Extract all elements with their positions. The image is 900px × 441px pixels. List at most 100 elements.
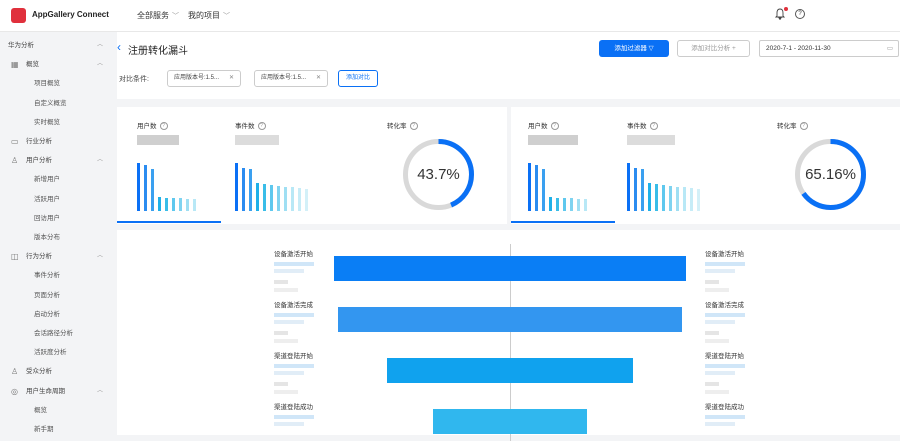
date-range-value: 2020-7-1 - 2020-11-30	[766, 45, 831, 52]
sidebar-item-label: 活跃度分析	[34, 349, 67, 357]
add-compare-button[interactable]: 添加对比	[338, 70, 378, 87]
sidebar-item[interactable]: 版本分布	[0, 228, 117, 247]
sidebar-item-label: 项目概览	[34, 80, 60, 88]
sparkbar	[634, 167, 637, 211]
conversion-ring	[795, 139, 866, 210]
users-metric-label[interactable]: 用户数?	[137, 120, 168, 131]
help-icon[interactable]: ?	[550, 122, 559, 131]
sparkbar	[683, 187, 686, 211]
sidebar-item[interactable]: ▦ 概览 ︿	[0, 55, 117, 74]
sidebar-item[interactable]: 会话路径分析	[0, 324, 117, 343]
sidebar-item[interactable]: ▭ 行业分析	[0, 132, 117, 151]
close-icon[interactable]: ✕	[228, 75, 234, 81]
date-range-picker[interactable]: 2020-7-1 - 2020-11-30 ▭	[759, 40, 899, 57]
funnel-label-left: 渠道登陆成功	[274, 404, 313, 411]
help-icon[interactable]: ?	[649, 122, 658, 131]
sidebar-item[interactable]: 页面分析	[0, 286, 117, 305]
add-compare-analysis-button[interactable]: 添加对比分析 +	[677, 40, 750, 57]
nav-my-projects[interactable]: 我的项目 ﹀	[188, 10, 230, 21]
chevron-up-icon: ︿	[96, 61, 103, 68]
masked-value	[274, 382, 288, 386]
nav-all-services[interactable]: 全部服务 ﹀	[137, 10, 179, 21]
help-icon[interactable]: ?	[795, 9, 805, 19]
funnel-bar[interactable]	[432, 409, 588, 434]
sidebar-item[interactable]: 自定义概览	[0, 94, 117, 113]
masked-value	[705, 313, 745, 317]
chevron-up-icon: ︿	[96, 253, 103, 260]
lifecycle-icon: ◎	[11, 386, 18, 396]
back-chevron-icon[interactable]: ‹	[117, 40, 121, 54]
masked-value	[705, 382, 719, 386]
sidebar-item[interactable]: 事件分析	[0, 266, 117, 285]
funnel-bar[interactable]	[334, 256, 686, 281]
chevron-up-icon: ︿	[96, 157, 103, 164]
funnel-label-left: 设备激活完成	[274, 302, 313, 309]
sidebar-item[interactable]: 实时概览	[0, 113, 117, 132]
huawei-logo[interactable]	[11, 8, 26, 23]
masked-value	[274, 415, 314, 419]
sidebar-item[interactable]: 回访用户	[0, 209, 117, 228]
sidebar-item[interactable]: ♙ 受众分析	[0, 362, 117, 381]
help-icon[interactable]: ?	[799, 122, 808, 131]
sparkbar	[249, 168, 252, 211]
sidebar-item[interactable]: 新手期	[0, 420, 117, 439]
bell-icon[interactable]	[774, 7, 788, 21]
events-metric-label[interactable]: 事件数?	[235, 120, 266, 131]
masked-users-value	[137, 135, 179, 145]
funnel-label-right: 设备激活开始	[705, 251, 744, 258]
sparkbar	[577, 198, 580, 211]
funnel-bar[interactable]	[337, 307, 683, 332]
close-icon[interactable]: ✕	[315, 75, 321, 81]
sidebar-item[interactable]: ♙ 用户分析 ︿	[0, 151, 117, 170]
sparkbar	[655, 184, 658, 211]
conversion-rate-value: 43.7%	[417, 166, 460, 183]
sidebar-item-label: 用户生命周期	[26, 387, 65, 395]
compare-chip-label: 应用版本号:1.5...	[174, 75, 220, 81]
metrics-panel-a: 用户数? 事件数? 转化率? 43.7%	[117, 107, 503, 224]
sidebar-item[interactable]: ◫ 行为分析 ︿	[0, 247, 117, 266]
sidebar-item-label: 概览	[34, 406, 47, 414]
add-filter-button[interactable]: 添加过滤器 ▽	[599, 40, 669, 57]
sparkbar	[690, 187, 693, 211]
compare-chip[interactable]: 应用版本号:1.5... ✕	[167, 70, 241, 87]
masked-value	[705, 280, 719, 284]
rate-metric-text: 转化率	[777, 123, 797, 130]
events-sparkbars	[235, 162, 325, 211]
sidebar-item[interactable]: ◎ 用户生命周期 ︿	[0, 382, 117, 401]
sparkbar	[627, 163, 630, 211]
funnel-label-right: 渠道登陆开始	[705, 353, 744, 360]
sparkbar	[235, 163, 238, 211]
help-icon[interactable]: ?	[257, 122, 266, 131]
masked-value	[274, 262, 314, 266]
sidebar-item-label: 行业分析	[26, 138, 52, 145]
sparkbar	[697, 188, 700, 211]
sidebar-item-label: 会话路径分析	[34, 330, 73, 337]
sidebar-item[interactable]: 项目概览	[0, 74, 117, 93]
sidebar-item-label: 行为分析	[26, 253, 52, 261]
sparkbar	[256, 183, 259, 211]
masked-value	[274, 364, 314, 368]
sparkbar	[270, 185, 273, 211]
sparkbar	[298, 187, 301, 211]
sidebar-item[interactable]: 活跃用户	[0, 190, 117, 209]
users-metric-label[interactable]: 用户数?	[528, 120, 559, 131]
sparkbar	[556, 197, 559, 211]
events-metric-label[interactable]: 事件数?	[627, 120, 658, 131]
masked-value	[705, 331, 719, 335]
sidebar-item[interactable]: 新增用户	[0, 170, 117, 189]
sidebar-item-label: 新手期	[34, 426, 54, 433]
sidebar-item[interactable]: 启动分析	[0, 305, 117, 324]
help-icon[interactable]: ?	[409, 122, 418, 131]
funnel-bar[interactable]	[386, 358, 634, 383]
sidebar-item[interactable]: 活跃度分析	[0, 343, 117, 362]
sidebar-item[interactable]: 华为分析 ︿	[0, 36, 117, 55]
sparkbar	[179, 198, 182, 211]
active-tab-underline	[117, 221, 221, 223]
masked-value	[274, 320, 304, 324]
chevron-up-icon: ︿	[96, 42, 103, 48]
sidebar-item[interactable]: 概览	[0, 401, 117, 420]
brand-name[interactable]: AppGallery Connect	[32, 10, 109, 19]
sparkbar	[186, 198, 189, 211]
compare-chip[interactable]: 应用版本号:1.5... ✕	[254, 70, 328, 87]
help-icon[interactable]: ?	[159, 122, 168, 131]
